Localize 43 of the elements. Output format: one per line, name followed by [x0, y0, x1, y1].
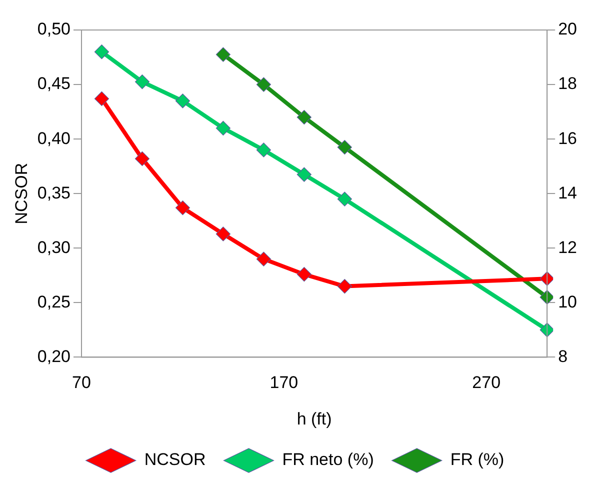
point: [216, 120, 230, 136]
point: [337, 140, 352, 155]
point: [94, 44, 110, 60]
point: [134, 74, 150, 90]
point: [540, 322, 554, 338]
legend-label: FR (%): [450, 450, 504, 470]
point: [540, 271, 554, 286]
point: [256, 252, 271, 266]
y-tick-label: 0,35: [37, 183, 70, 202]
x-tick-label: 170: [270, 373, 298, 392]
y2-tick-label: 14: [558, 183, 578, 202]
y-tick-label: 0,20: [37, 346, 70, 366]
y2-tick-label: 8: [558, 346, 568, 366]
y-tick-label: 0,50: [37, 20, 70, 39]
point: [337, 279, 352, 294]
point: [337, 192, 352, 206]
x-tick-label: 70: [72, 373, 91, 392]
point: [94, 91, 110, 106]
x-tick-label: 270: [472, 373, 501, 392]
point: [134, 151, 150, 166]
y-tick-label: 0,45: [37, 74, 70, 94]
y2-tick-label: 10: [558, 292, 578, 312]
x-axis-title: h (ft): [296, 409, 332, 428]
point: [296, 267, 312, 282]
y-axis-title: NCSOR: [12, 162, 31, 224]
point: [256, 77, 271, 92]
point: [256, 142, 271, 158]
point: [175, 94, 190, 108]
y2-tick-label: 18: [558, 74, 578, 94]
y2-tick-label: 16: [558, 128, 578, 148]
point: [296, 110, 312, 125]
point: [296, 167, 312, 182]
point: [216, 226, 230, 242]
point: [540, 290, 554, 305]
y2-tick-label: 20: [558, 20, 578, 39]
point: [175, 200, 190, 216]
y-tick-label: 0,25: [37, 292, 70, 312]
y-tick-label: 0,30: [37, 238, 70, 257]
point: [216, 47, 230, 62]
legend-label: NCSOR: [144, 450, 206, 470]
y-tick-label: 0,40: [37, 128, 70, 148]
legend-label: FR neto (%): [282, 450, 374, 470]
y2-tick-label: 12: [558, 238, 578, 257]
